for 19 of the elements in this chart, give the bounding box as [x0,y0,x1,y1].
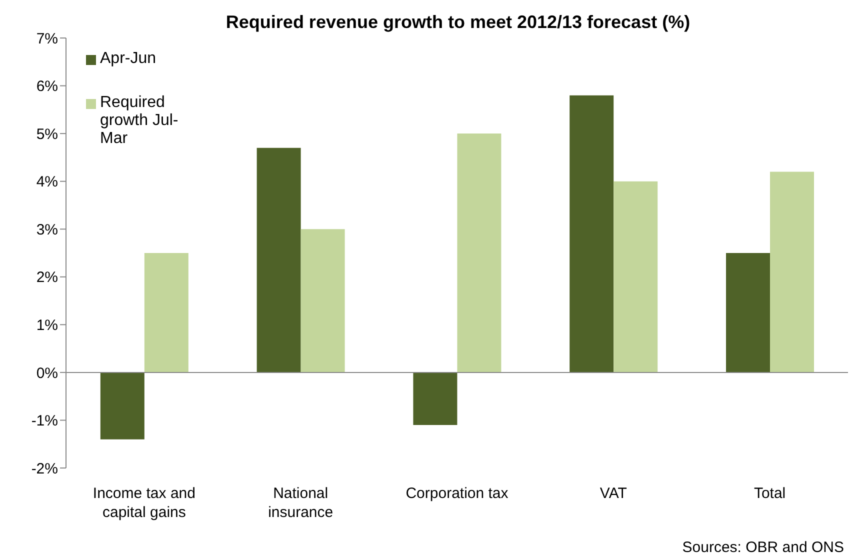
y-tick-label: -1% [31,412,58,430]
x-tick-label: Corporation tax [406,485,509,502]
y-tick-label: 4% [36,174,58,191]
chart-title: Required revenue growth to meet 2012/13 forecast (%) [224,12,692,33]
x-tick-label: Income tax and capital gains [92,485,196,521]
y-tick-label: 7% [36,30,58,48]
y-tick-label: 6% [36,78,58,96]
x-tick-label: Total [754,485,786,502]
y-tick-label: 5% [36,126,58,143]
y-tick-label: -2% [31,460,58,478]
y-tick-label: 0% [36,364,58,382]
source-note: Sources: OBR and ONS [682,539,844,556]
legend-label: Required growth Jul-Mar [100,94,180,148]
y-tick-label: 3% [36,221,58,238]
x-tick-label: VAT [600,485,627,502]
x-tick-label: National insurance [268,485,334,521]
y-tick-label: 1% [36,316,58,334]
y-tick-label: 2% [36,269,58,286]
legend-label: Apr-Jun [100,50,156,68]
